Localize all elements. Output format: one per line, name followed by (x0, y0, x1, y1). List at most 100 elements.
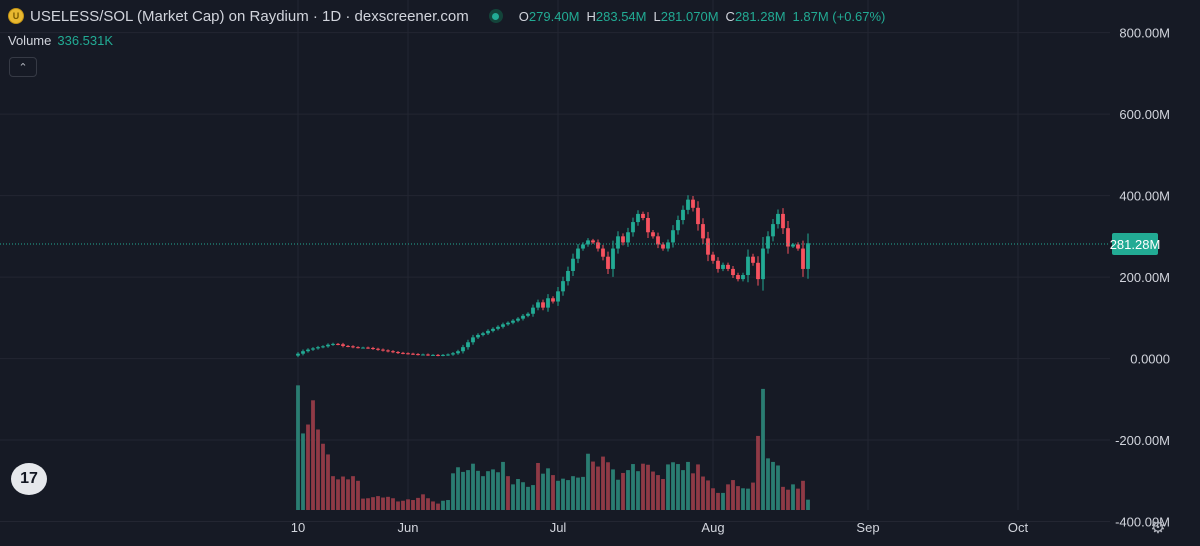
candle-body (561, 281, 565, 292)
candle-body (491, 328, 495, 331)
candle-body (301, 351, 305, 354)
candle-body (516, 318, 520, 321)
volume-bar (611, 469, 615, 510)
volume-bar (641, 463, 645, 510)
volume-bar (561, 478, 565, 510)
volume-bar (451, 473, 455, 510)
volume-bar (371, 497, 375, 510)
volume-bar (671, 462, 675, 510)
volume-bar (331, 476, 335, 510)
candle-body (601, 248, 605, 257)
volume-bar (651, 471, 655, 510)
candle-body (781, 213, 785, 229)
volume-bar (566, 480, 570, 510)
candle-body (591, 240, 595, 243)
volume-bar (486, 471, 490, 510)
candle-body (356, 347, 360, 349)
candle-body (711, 254, 715, 261)
volume-bar (631, 464, 635, 510)
volume-bar (576, 477, 580, 510)
volume-bar (781, 486, 785, 510)
candle-body (436, 354, 440, 356)
volume-label: Volume (8, 33, 52, 48)
volume-bar (301, 433, 305, 510)
volume-bar (326, 454, 330, 510)
volume-bar (316, 429, 320, 510)
volume-bar (786, 489, 790, 510)
last-price-label: 281.28M (1110, 237, 1161, 252)
volume-bar (621, 472, 625, 510)
volume-bar (306, 424, 310, 510)
ohlc-change: 1.87M (+0.67%) (792, 8, 886, 24)
candle-body (336, 343, 340, 345)
candle-body (771, 224, 775, 237)
candle-body (446, 354, 450, 356)
candle-body (451, 353, 455, 355)
y-axis-label: 600.00M (1119, 107, 1170, 122)
volume-bar (526, 486, 530, 510)
candle-body (551, 298, 555, 302)
volume-bar (511, 484, 515, 510)
volume-bar (686, 461, 690, 510)
volume-bar (381, 497, 385, 510)
collapse-legend-button[interactable]: ⌃ (9, 57, 37, 77)
candle-body (386, 350, 390, 352)
candle-body (556, 291, 560, 302)
candle-body (731, 268, 735, 276)
volume-bar (311, 400, 315, 510)
candle-body (666, 242, 670, 249)
candle-body (786, 228, 790, 247)
candle-body (646, 217, 650, 233)
candle-body (506, 322, 510, 325)
candle-body (606, 256, 610, 269)
volume-bar (756, 435, 760, 510)
volume-bar (801, 480, 805, 510)
tradingview-logo-icon[interactable]: 17 (11, 463, 47, 495)
volume-bar (581, 476, 585, 510)
candle-body (361, 347, 365, 349)
volume-bar (636, 471, 640, 510)
candle-body (756, 262, 760, 280)
candle-body (696, 207, 700, 225)
volume-bar (361, 498, 365, 510)
volume-bar (731, 480, 735, 510)
candle-body (761, 248, 765, 280)
candle-body (586, 240, 590, 245)
ohlc-open: O279.40M (518, 8, 580, 24)
volume-bar (771, 461, 775, 510)
x-axis-label: Jul (550, 520, 567, 535)
volume-bar (746, 488, 750, 510)
candle-body (736, 275, 740, 280)
candle-body (321, 346, 325, 348)
volume-bar (441, 500, 445, 510)
volume-bar (616, 479, 620, 510)
candle-body (316, 347, 320, 349)
volume-bar (351, 476, 355, 510)
x-axis-label: 10 (291, 520, 305, 535)
candle-body (471, 337, 475, 343)
volume-bar (776, 465, 780, 510)
volume-bar (436, 503, 440, 510)
volume-bar (626, 470, 630, 510)
volume-bar (496, 472, 500, 510)
volume-bar (666, 464, 670, 510)
volume-value: 336.531K (57, 33, 114, 48)
volume-bar (296, 385, 300, 510)
volume-bar (426, 498, 430, 510)
volume-bar (571, 476, 575, 510)
candle-body (746, 256, 750, 276)
last-price-badge (1112, 232, 1158, 255)
volume-bar (461, 471, 465, 510)
volume-bar (691, 473, 695, 510)
candle-body (426, 354, 430, 356)
candle-body (611, 248, 615, 269)
volume-bar (736, 486, 740, 510)
candle-body (571, 258, 575, 271)
candle-body (596, 242, 600, 249)
candle-body (726, 264, 730, 269)
candle-body (656, 236, 660, 245)
candle-body (766, 236, 770, 249)
settings-gear-icon[interactable]: ⚙ (1150, 518, 1166, 537)
candle-body (461, 347, 465, 352)
